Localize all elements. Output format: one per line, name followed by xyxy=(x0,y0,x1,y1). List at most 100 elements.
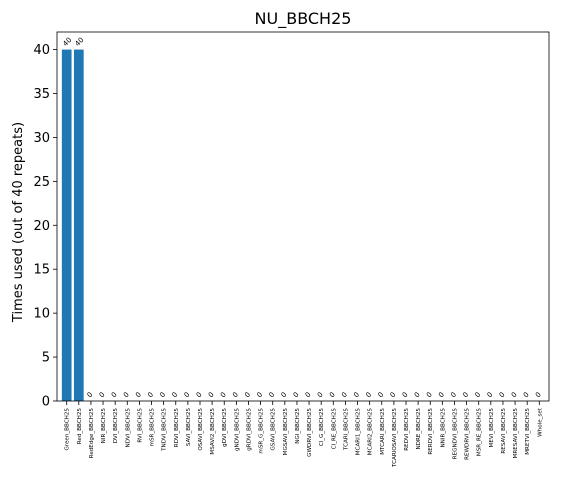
x-tick-label: MGSAVI_BBCH25 xyxy=(283,408,289,456)
x-tick-label: TNDVI_BBCH25 xyxy=(162,408,168,452)
bar-value-label: 0 xyxy=(146,391,155,400)
x-tick-label: Whole_set xyxy=(537,407,543,437)
bar-value-label: 0 xyxy=(195,391,204,400)
bar-value-label: 0 xyxy=(473,391,482,400)
bar-value-label: 0 xyxy=(522,391,531,400)
y-tick-label: 15 xyxy=(33,263,50,278)
x-tick-label: SAVI_BBCH25 xyxy=(186,408,192,447)
x-tick-label: GWDRVI_BBCH25 xyxy=(307,408,313,457)
bar-value-label: 0 xyxy=(280,391,289,400)
x-tick-label: REDVI_BBCH25 xyxy=(404,408,410,451)
x-tick-label: MCARI1_BBCH25 xyxy=(356,408,362,456)
bar-value-label: 0 xyxy=(110,391,119,400)
bar-value-label: 0 xyxy=(340,391,349,400)
bar-value-label: 0 xyxy=(498,391,507,400)
bar-value-label: 0 xyxy=(449,391,458,400)
x-tick-label: DVI_BBCH25 xyxy=(113,408,119,444)
bar-value-label: 0 xyxy=(183,391,192,400)
x-tick-label: RERDVI_BBCH25 xyxy=(428,408,434,455)
bar-value-label: 0 xyxy=(134,391,143,400)
x-tick-label: RDVI_BBCH25 xyxy=(174,408,180,448)
bars-layer xyxy=(61,49,84,401)
x-tick-label: MRETVI_BBCH25 xyxy=(525,408,531,455)
chart-title: NU_BBCH25 xyxy=(255,9,352,29)
x-tick-label: MSR_RE_BBCH25 xyxy=(477,408,483,457)
bar-value-label: 0 xyxy=(243,391,252,400)
x-tick-label: Green_BBCH25 xyxy=(65,408,71,451)
x-tick-label: CI_G_BBCH25 xyxy=(319,408,325,447)
x-tick-label: TCARI_BBCH25 xyxy=(343,408,349,451)
bar-value-label: 0 xyxy=(437,391,446,400)
bar-value-label: 0 xyxy=(352,391,361,400)
x-tick-label: MEVI_BBCH25 xyxy=(489,408,495,448)
bar-value-label: 0 xyxy=(401,391,410,400)
y-tick-label: 40 xyxy=(33,43,50,58)
bar-value-label: 0 xyxy=(255,391,264,400)
x-tick-label: CI_RE_BBCH25 xyxy=(331,408,337,450)
bar-value-label: 0 xyxy=(389,391,398,400)
bar-value-label: 0 xyxy=(461,391,470,400)
bar-value-label: 40 xyxy=(74,36,86,48)
bar-Green_BBCH25 xyxy=(61,49,72,401)
x-axis: Green_BBCH25 Red_BBCH25 RedEdge_BBCH25 NIR_… xyxy=(65,401,543,468)
bar-value-labels: 40 400 0 0 0 0 0 0 0 0 0 0 0 0 0 0 0 0 0 0 0 0 0 0 0 0 0 0 0 0 0 0 0 0 0 0 0… xyxy=(61,36,542,399)
bar-value-label: 0 xyxy=(425,391,434,400)
x-tick-label: MSAVI2_BBCH25 xyxy=(210,408,216,455)
bar-value-label: 0 xyxy=(486,391,495,400)
bar-value-label: 0 xyxy=(86,391,95,400)
x-tick-label: gDVI_BBCH25 xyxy=(222,408,228,447)
y-axis: 0 5 10 15 20 25 30 35 40 xyxy=(33,43,57,410)
bar-value-label: 0 xyxy=(122,391,131,400)
bar-value-label: 0 xyxy=(304,391,313,400)
x-tick-label: GSAVI_BBCH25 xyxy=(271,408,277,451)
bar-value-label: 0 xyxy=(413,391,422,400)
x-tick-label: REGNDVI_BBCH25 xyxy=(452,408,458,460)
x-tick-label: RedEdge_BBCH25 xyxy=(89,408,95,459)
x-tick-label: MTCARI_BBCH25 xyxy=(380,408,386,455)
bar-value-label: 0 xyxy=(292,391,301,400)
y-tick-label: 35 xyxy=(33,87,50,102)
x-tick-label: REWDRVI_BBCH25 xyxy=(465,408,471,460)
bar-value-label: 0 xyxy=(534,391,543,400)
bar-Red_BBCH25 xyxy=(73,49,84,401)
x-tick-label: RESAVI_BBCH25 xyxy=(501,408,507,454)
x-tick-label: gRDVI_BBCH25 xyxy=(246,408,252,451)
bar-value-label: 0 xyxy=(219,391,228,400)
y-tick-label: 5 xyxy=(42,351,50,366)
bar-value-label: 0 xyxy=(98,391,107,400)
bar-value-label: 0 xyxy=(171,391,180,400)
x-tick-label: Red_BBCH25 xyxy=(77,408,83,445)
bar-value-label: 0 xyxy=(231,391,240,400)
bar-value-label: 0 xyxy=(207,391,216,400)
x-tick-label: NIR_BBCH25 xyxy=(101,408,107,444)
bar-value-label: 0 xyxy=(364,391,373,400)
y-axis-label: Times used (out of 40 repeats) xyxy=(11,122,26,323)
x-tick-label: gNDVI_BBCH25 xyxy=(234,408,240,451)
bar-value-label: 0 xyxy=(316,391,325,400)
x-tick-label: NDVI_BBCH25 xyxy=(125,408,131,448)
x-tick-label: MCARI2_BBCH25 xyxy=(368,408,374,456)
x-tick-label: NNIR_BBCH25 xyxy=(440,408,446,448)
y-tick-label: 30 xyxy=(33,131,50,146)
y-tick-label: 20 xyxy=(33,219,50,234)
x-tick-label: mSR_G_BBCH25 xyxy=(259,408,265,454)
bar-value-label: 0 xyxy=(377,391,386,400)
x-tick-label: mSR_BBCH25 xyxy=(150,408,156,447)
x-tick-label: MRESAVI_BBCH25 xyxy=(513,408,519,459)
x-tick-label: RVI_BBCH25 xyxy=(137,408,143,443)
y-tick-label: 25 xyxy=(33,175,50,190)
y-tick-label: 10 xyxy=(33,307,50,322)
y-tick-label: 0 xyxy=(42,395,50,410)
bar-value-label: 0 xyxy=(510,391,519,400)
bar-value-label: 0 xyxy=(328,391,337,400)
x-tick-label: OSAVI_BBCH25 xyxy=(198,408,204,451)
x-tick-label: TCARIOSAVI_BBCH25 xyxy=(392,408,398,468)
bar-value-label: 40 xyxy=(61,36,73,48)
x-tick-label: NDRE_BBCH25 xyxy=(416,408,422,450)
bar-value-label: 0 xyxy=(267,391,276,400)
x-tick-label: NGI_BBCH25 xyxy=(295,408,301,444)
plot-frame xyxy=(56,31,550,402)
bar-value-label: 0 xyxy=(158,391,167,400)
